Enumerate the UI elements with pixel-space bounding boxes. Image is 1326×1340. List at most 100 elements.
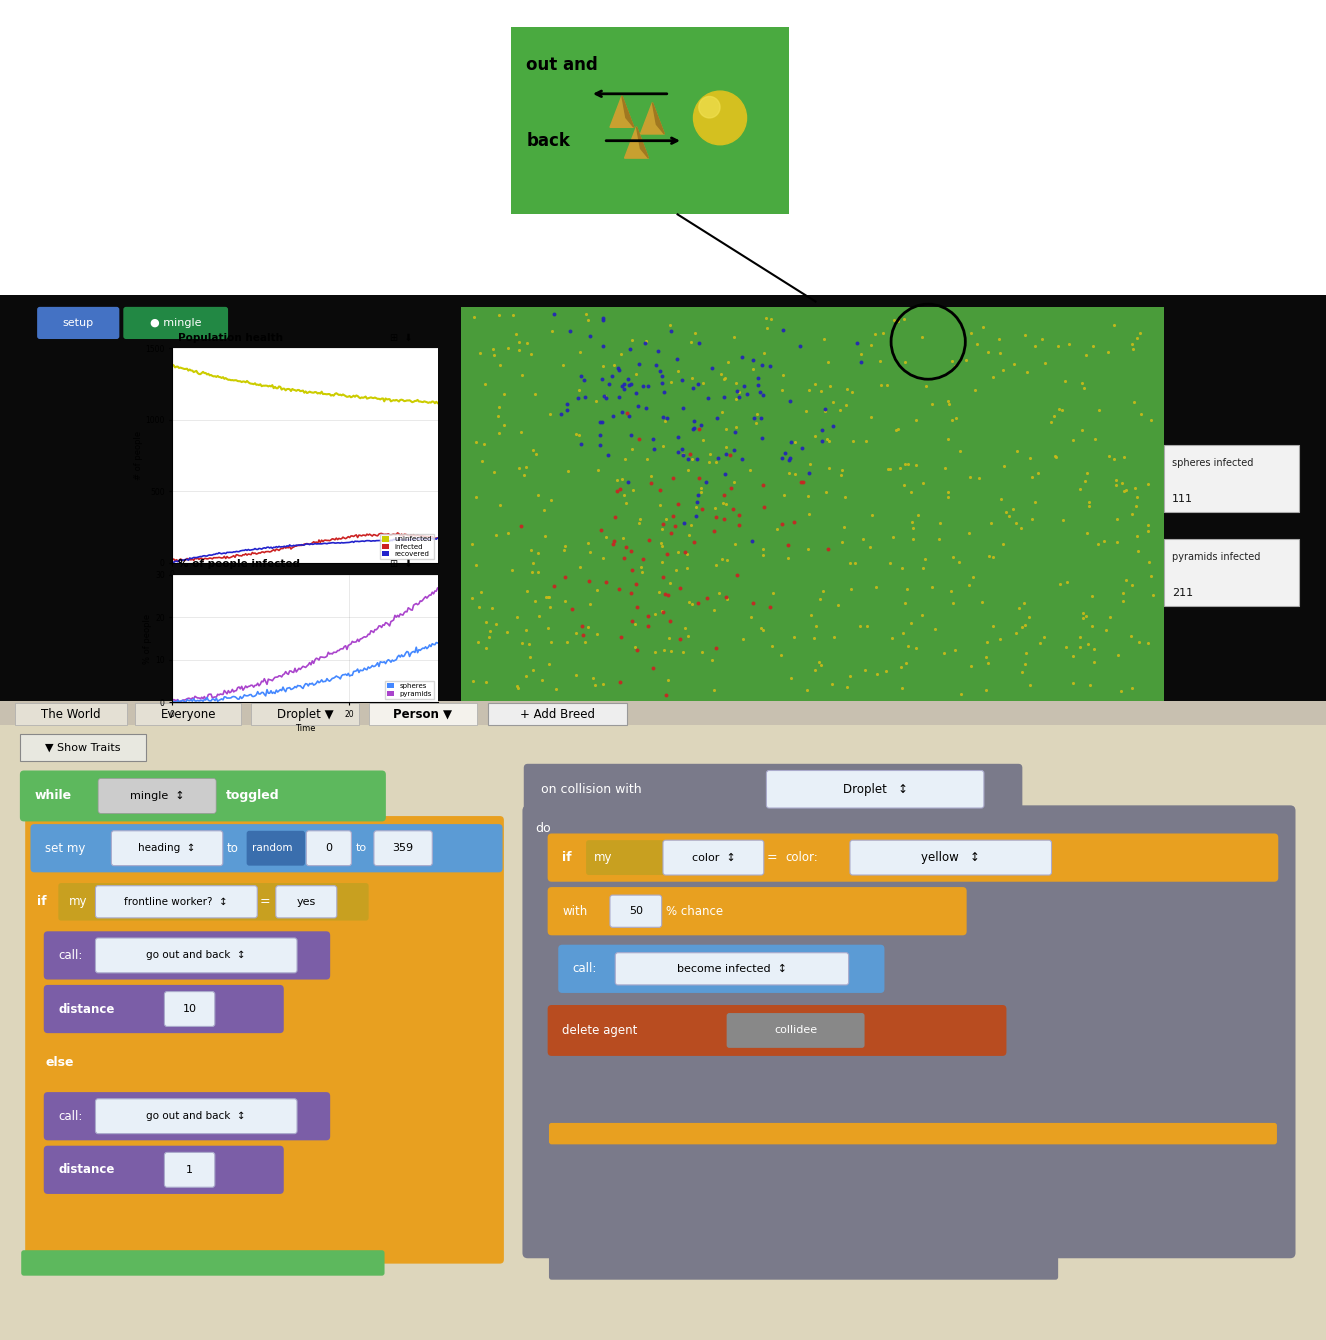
Point [890,657,911,678]
Point [818,457,839,478]
Point [554,565,575,587]
Point [625,382,646,403]
Point [565,423,586,445]
FancyBboxPatch shape [37,307,119,339]
Point [553,354,574,375]
Point [595,571,617,592]
Point [747,375,768,397]
Point [522,438,544,460]
Point [485,525,507,547]
Bar [511,27,789,214]
Point [667,541,688,563]
Point [1016,362,1037,383]
Text: + Add Breed: + Add Breed [520,708,595,721]
Point [992,359,1013,381]
Point [1057,571,1078,592]
X-axis label: Time (days): Time (days) [280,586,330,594]
Point [1126,525,1147,547]
Point [1106,469,1127,490]
Point [660,641,682,662]
Point [464,307,485,328]
Point [570,364,591,386]
Point [1046,446,1067,468]
Text: call:: call: [58,949,82,962]
Point [636,604,658,626]
Point [724,472,745,493]
FancyBboxPatch shape [44,985,284,1033]
Point [963,567,984,588]
Point [846,332,867,354]
Point [583,674,605,695]
Point [672,442,693,464]
Text: if: if [37,895,46,909]
Point [516,580,537,602]
Point [964,379,985,401]
Point [1095,619,1116,641]
Point [785,464,806,485]
Point [658,584,679,606]
Point [1054,371,1075,393]
Point [1014,324,1036,346]
Point [1071,603,1093,624]
Point [651,535,672,556]
FancyBboxPatch shape [524,764,1022,815]
Point [780,448,801,469]
X-axis label: Time: Time [294,725,316,733]
Point [711,363,732,385]
Bar [369,704,477,725]
Text: random: random [252,843,293,854]
Point [610,627,631,649]
Bar [1164,445,1299,512]
Point [789,335,810,356]
Point [520,646,541,667]
Point [911,327,932,348]
Point [728,504,749,525]
Point [1077,634,1098,655]
Point [941,410,963,431]
Point [667,493,688,515]
Point [798,453,819,474]
Point [536,586,557,607]
Bar [1164,539,1299,606]
Point [1010,517,1032,539]
Point [615,536,636,557]
Point [497,336,518,358]
Point [1033,626,1054,647]
Point [705,555,727,576]
Text: 10: 10 [183,1004,196,1014]
Point [629,512,650,533]
Point [842,382,863,403]
Point [976,631,997,653]
Point [598,445,619,466]
Point [489,494,511,516]
Point [1048,335,1069,356]
Point [705,507,727,528]
Point [682,448,703,469]
Point [633,548,654,570]
Text: my: my [594,851,613,864]
Point [540,489,561,511]
Point [683,378,704,399]
Point [941,350,963,371]
Point [618,472,639,493]
Point [1070,478,1091,500]
Point [839,552,861,574]
Point [493,414,514,436]
Text: frontline worker?  ↕: frontline worker? ↕ [125,896,228,907]
Text: with: with [562,905,587,918]
Point [599,374,621,395]
Point [575,303,597,324]
Point [674,512,695,533]
Point [743,407,764,429]
Point [655,410,676,431]
Point [708,582,729,603]
FancyBboxPatch shape [766,770,984,808]
Point [674,541,695,563]
Point [659,315,680,336]
FancyBboxPatch shape [549,1123,1277,1144]
Point [668,426,690,448]
Point [972,591,993,612]
Point [1012,662,1033,683]
Point [778,462,800,484]
Point [614,485,635,507]
